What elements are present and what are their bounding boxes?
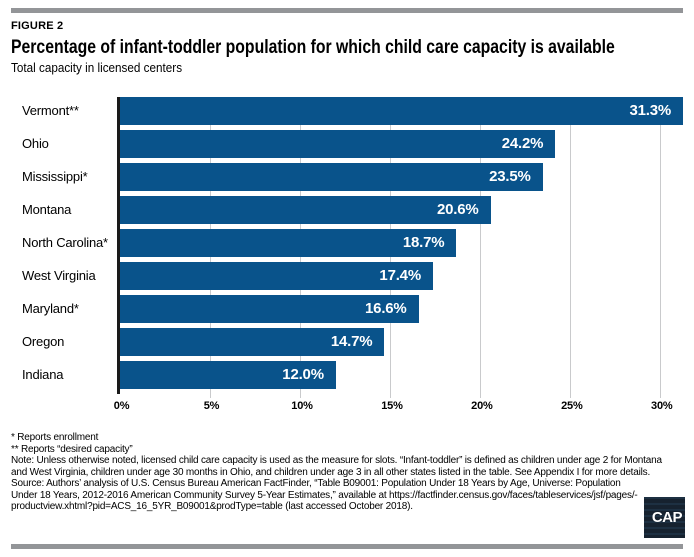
footnote-double-asterisk: ** Reports “desired capacity”: [11, 443, 133, 455]
chart-row: Maryland* 16.6%: [11, 295, 683, 328]
bar: 16.6%: [120, 295, 419, 323]
chart-row: West Virginia 17.4%: [11, 262, 683, 295]
category-label: North Carolina*: [22, 235, 108, 250]
category-label: Montana: [22, 202, 72, 217]
bar-value-label: 12.0%: [282, 366, 324, 383]
category-label: Oregon: [22, 334, 65, 349]
chart-row: North Carolina* 18.7%: [11, 229, 683, 262]
bar: 20.6%: [120, 196, 491, 224]
gridline: [479, 97, 481, 398]
chart-row: Vermont** 31.3%: [11, 97, 683, 130]
bar: 12.0%: [120, 361, 336, 389]
bar: 17.4%: [120, 262, 433, 290]
category-label: Maryland*: [22, 301, 79, 316]
chart-row: Montana 20.6%: [11, 196, 683, 229]
chart-row: Indiana 12.0%: [11, 361, 683, 394]
category-label: Indiana: [22, 367, 64, 382]
chart-subtitle: Total capacity in licensed centers: [11, 60, 183, 75]
bottom-divider: [11, 544, 683, 549]
bar-value-label: 16.6%: [365, 300, 407, 317]
bar: 18.7%: [120, 229, 457, 257]
bar-value-label: 14.7%: [330, 333, 373, 350]
bar-track: 17.4%: [117, 262, 683, 295]
figure-page: FIGURE 2 Percentage of infant-toddler po…: [0, 8, 694, 513]
bar-track: 12.0%: [117, 361, 683, 394]
bar: 14.7%: [120, 328, 385, 356]
bar: 24.2%: [120, 130, 556, 158]
bar-value-label: 31.3%: [629, 102, 671, 119]
source-text: Source: Authors’ analysis of U.S. Census…: [11, 478, 638, 512]
chart-title: Percentage of infant-toddler population …: [11, 37, 615, 58]
bar-value-label: 23.5%: [489, 168, 531, 185]
bar-track: 16.6%: [117, 295, 683, 328]
gridline: [569, 97, 571, 398]
x-tick-label: 5%: [203, 400, 220, 412]
chart-rows: Vermont** 31.3% Ohio 24.2% Mississippi* 23.5%…: [11, 97, 683, 394]
cap-logo-text: CAP: [651, 509, 683, 526]
bar: 31.3%: [120, 97, 683, 125]
category-label: Ohio: [22, 136, 49, 151]
bar-chart: Vermont** 31.3% Ohio 24.2% Mississippi* 23.5%…: [11, 97, 683, 416]
x-axis: 0% 5% 10% 15% 20% 25% 30%: [114, 400, 683, 416]
chart-row: Mississippi* 23.5%: [11, 163, 683, 196]
figure-label: FIGURE 2: [11, 20, 64, 32]
chart-row: Oregon 14.7%: [11, 328, 683, 361]
x-tick-label: 25%: [561, 400, 583, 412]
category-label: West Virginia: [22, 268, 96, 283]
footnote-asterisk: * Reports enrollment: [11, 432, 99, 443]
note-text: Note: Unless otherwise noted, licensed c…: [11, 455, 662, 478]
bar-track: 31.3%: [117, 97, 683, 130]
x-tick-label: 0%: [113, 400, 130, 412]
x-tick-label: 30%: [651, 400, 673, 412]
bar-track: 14.7%: [117, 328, 683, 361]
x-tick-label: 20%: [471, 400, 493, 412]
category-label: Mississippi*: [22, 169, 88, 184]
bar-value-label: 17.4%: [379, 267, 421, 284]
bar-value-label: 24.2%: [501, 135, 544, 152]
bar-value-label: 20.6%: [436, 201, 479, 218]
chart-row: Ohio 24.2%: [11, 130, 683, 163]
bar-track: 18.7%: [117, 229, 683, 262]
x-tick-label: 15%: [381, 400, 403, 412]
gridline: [659, 97, 661, 398]
bar-track: 23.5%: [117, 163, 683, 196]
footnotes: * Reports enrollment ** Reports “desired…: [11, 432, 683, 513]
bar-track: 24.2%: [117, 130, 683, 163]
category-label: Vermont**: [22, 103, 79, 118]
top-divider: [11, 8, 683, 13]
cap-logo: CAP: [644, 497, 685, 538]
bar-value-label: 18.7%: [402, 234, 445, 251]
bar: 23.5%: [120, 163, 543, 191]
bar-track: 20.6%: [117, 196, 683, 229]
x-tick-label: 10%: [291, 400, 313, 412]
